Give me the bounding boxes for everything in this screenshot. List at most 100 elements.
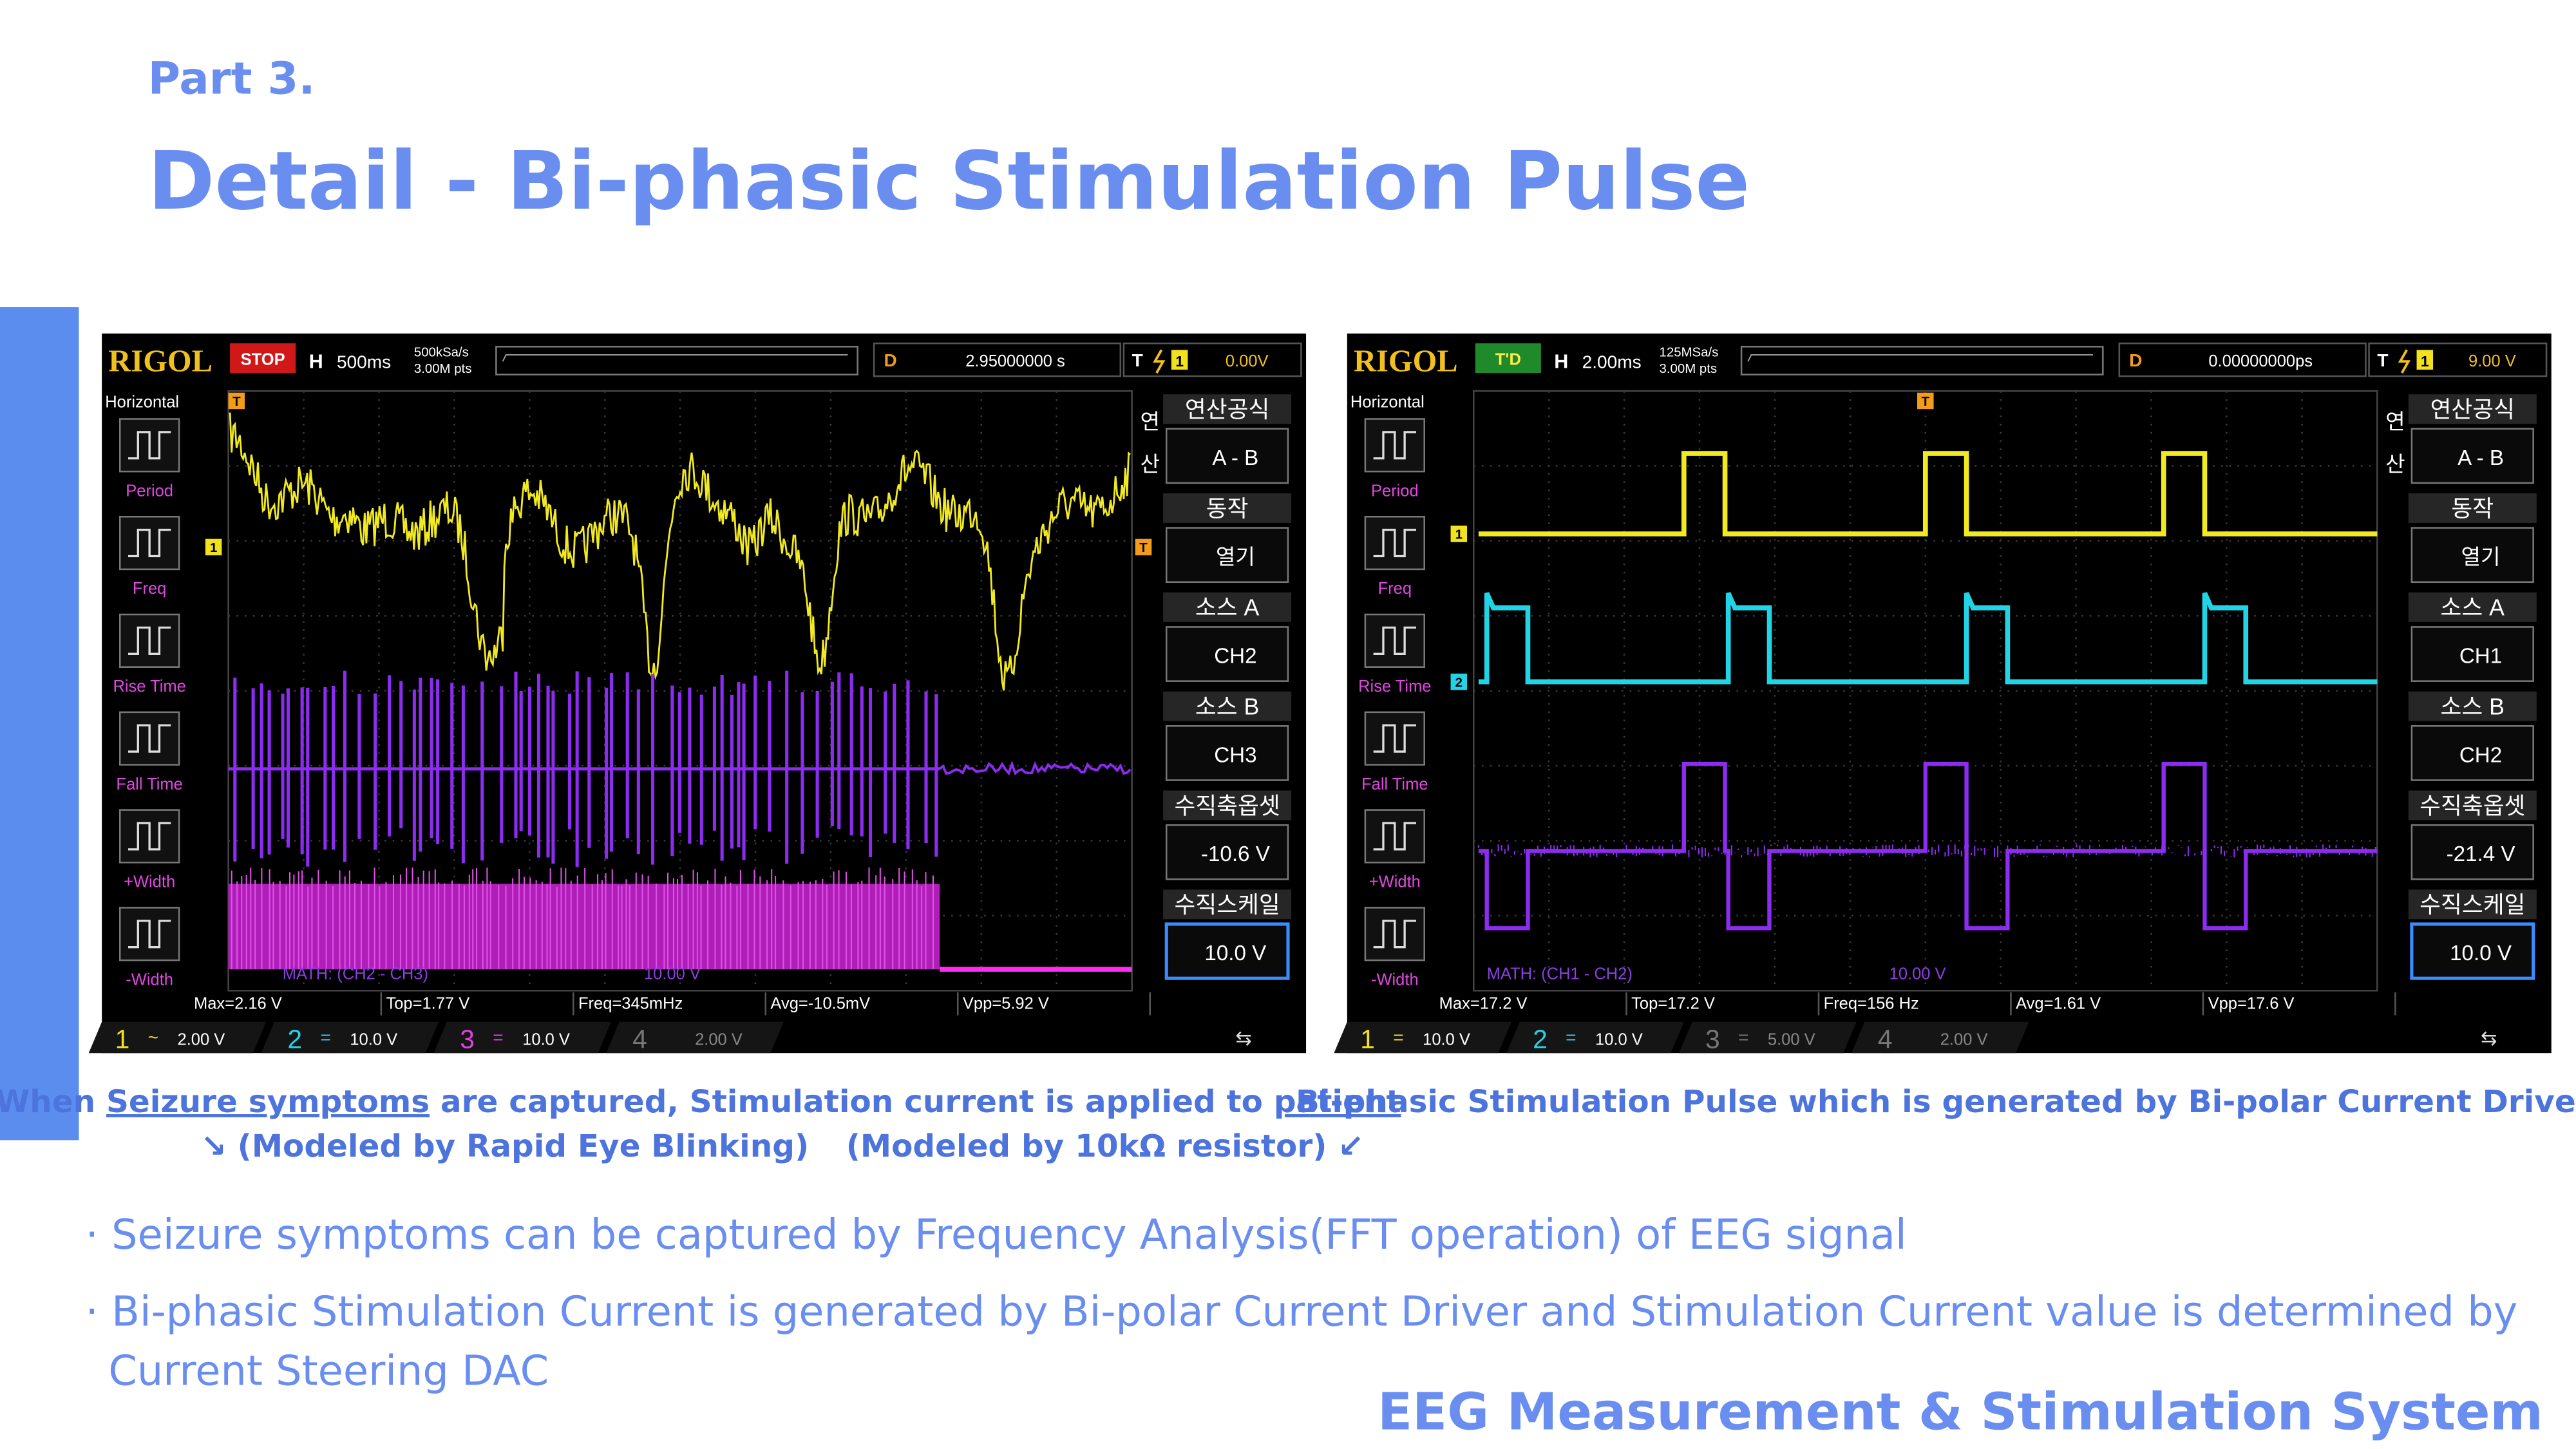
menu-label: 수직축옵셋: [2420, 793, 2525, 819]
usb-icon: ⇆: [2481, 1027, 2497, 1049]
trace-marker-box: [1450, 673, 1468, 690]
trace-marker-box: [1917, 392, 1934, 410]
menu-value: A - B: [1212, 446, 1258, 470]
trace-ch1: [1478, 451, 2378, 536]
menu-header: [2408, 493, 2537, 523]
menu-header: [2408, 691, 2537, 721]
caption-part: patient: [1274, 1084, 1401, 1120]
status-box: [230, 343, 296, 374]
menu-title: Horizontal: [105, 393, 179, 412]
channel-number: 3: [1705, 1025, 1720, 1054]
trigger-label: T: [1132, 350, 1143, 370]
math-side: 연: [1140, 410, 1160, 434]
trace-marker: 1: [1455, 528, 1463, 542]
trace-marker: 1: [210, 541, 217, 555]
trigger-source-box: [2416, 350, 2434, 370]
channel-coupling: =: [1738, 1027, 1748, 1047]
left-caption: When Seizure symptoms are captured, Stim…: [0, 1084, 1401, 1120]
measurement: Max=17.2 V: [1439, 994, 1528, 1012]
menu-label: 동작: [2451, 496, 2494, 522]
channel-number: 2: [287, 1025, 302, 1054]
channel-scale: 10.0 V: [1595, 1030, 1643, 1048]
menu-value-box: [2410, 527, 2534, 583]
channel-coupling: ~: [148, 1027, 158, 1047]
note: · Seizure symptoms can be captured by Fr…: [86, 1211, 1907, 1259]
trace-marker: T: [1922, 395, 1930, 409]
accent-bar: [0, 307, 79, 1141]
trace-ch3-lines: [231, 867, 934, 970]
channel-number: 4: [632, 1025, 647, 1054]
menu-value: 열기: [2461, 545, 2501, 569]
menu-icon: [118, 516, 180, 571]
menu-value-box: [1165, 527, 1289, 583]
trigger-source: 1: [1175, 353, 1184, 370]
channel-scale: 2.00 V: [695, 1030, 743, 1048]
measurement: Vpp=5.92 V: [963, 994, 1049, 1012]
memory-wave: [1747, 354, 2093, 362]
timebase: 2.00ms: [1582, 352, 1642, 372]
memory-wave: [502, 354, 848, 362]
menu-label: 동작: [1206, 496, 1249, 522]
menu-value: 열기: [1216, 545, 1255, 569]
status-box: [1475, 343, 1541, 374]
brand: RIGOL: [108, 345, 213, 379]
trace-marker-box: [1135, 538, 1152, 556]
menu-value-box: [2410, 428, 2534, 484]
menu-icon-glyph: [128, 626, 171, 655]
menu-header: [1163, 790, 1292, 820]
timebase: 500ms: [337, 352, 391, 372]
measurement: Top=1.77 V: [386, 994, 469, 1012]
menu-icon-glyph: [1373, 822, 1416, 851]
delay: 2.95000000 s: [965, 352, 1065, 370]
math-scale: 10.00 V: [1889, 965, 1946, 983]
channel-tab: [1506, 1021, 1684, 1054]
menu-header: [1163, 691, 1292, 721]
channel-scale: 5.00 V: [1768, 1030, 1815, 1048]
math-scale: 10.00 V: [644, 965, 701, 983]
menu-icon-glyph: [128, 920, 171, 949]
menu-icon-glyph: [128, 724, 171, 753]
channel-coupling: =: [1393, 1027, 1403, 1047]
footer: EEG Measurement & Stimulation System: [1378, 1382, 2543, 1441]
brand: RIGOL: [1354, 345, 1458, 379]
menu-header: [2408, 592, 2537, 622]
menu-value: A - B: [2458, 446, 2504, 470]
menu-value: -10.6 V: [1201, 842, 1270, 866]
channel-number: 1: [115, 1025, 130, 1054]
trigger-level: 9.00 V: [2468, 352, 2516, 370]
caption-part: When: [0, 1084, 106, 1120]
menu-value: CH2: [1214, 645, 1256, 668]
trace-marker-box: [228, 392, 245, 410]
status: STOP: [241, 350, 285, 368]
menu-label: 소스 B: [1195, 694, 1259, 719]
channel-coupling: =: [1566, 1027, 1576, 1047]
menu-item: Rise Time: [113, 677, 185, 696]
menu-item: Freq: [133, 580, 166, 598]
channel-coupling: =: [320, 1027, 330, 1047]
trace-ch2: [1478, 592, 2378, 685]
channel-tab: [433, 1021, 611, 1054]
menu-value: CH3: [1214, 743, 1256, 767]
menu-icon: [1364, 907, 1426, 961]
memory-bar: [495, 345, 858, 375]
menu-item: Fall Time: [116, 775, 182, 793]
channel-number: 2: [1533, 1025, 1548, 1054]
menu-item: +Width: [1369, 873, 1421, 891]
channel-coupling: =: [493, 1027, 503, 1047]
math-side: 산: [1140, 453, 1160, 477]
delay-box: [873, 342, 1122, 377]
h-label: H: [1554, 350, 1568, 372]
menu-header: [2408, 394, 2537, 424]
menu-item: Fall Time: [1361, 775, 1428, 793]
channel-tab: [88, 1021, 267, 1054]
menu-value-box: [2410, 922, 2535, 980]
channel-scale: 2.00 V: [178, 1030, 225, 1048]
menu-title: Horizontal: [1350, 393, 1425, 412]
channel-tab: [1852, 1021, 2029, 1054]
trace-marker: T: [1139, 541, 1148, 555]
menu-icon-glyph: [1373, 626, 1416, 655]
note: · Bi-phasic Stimulation Current is gener…: [86, 1289, 2518, 1336]
menu-value-box: [1165, 428, 1289, 484]
